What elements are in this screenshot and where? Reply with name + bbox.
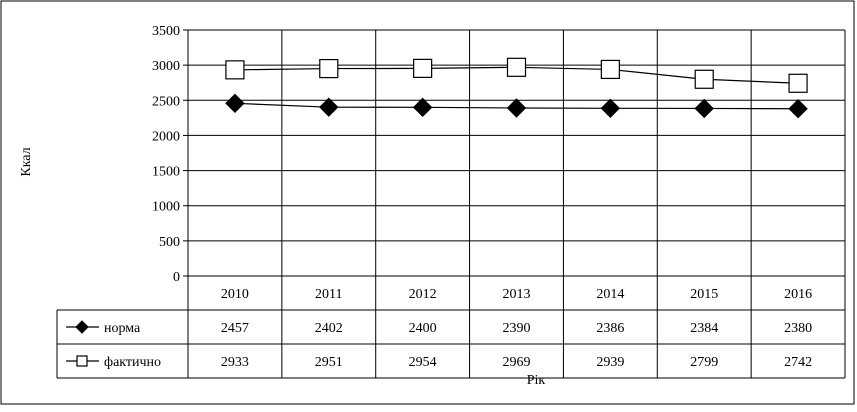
series-2-point	[319, 58, 339, 79]
series-2-point	[600, 59, 620, 80]
series-2-legend-marker	[76, 355, 88, 367]
series-1-table-value: 2384	[690, 321, 718, 336]
series-1-table-value: 2380	[784, 321, 812, 336]
series-1-point	[694, 98, 714, 119]
y-axis-title: Ккал	[19, 147, 34, 176]
series-1-point	[788, 99, 808, 119]
y-tick-label: 2500	[152, 94, 180, 109]
series-2-table-value: 2742	[784, 355, 812, 370]
x-tick-label: 2013	[503, 287, 531, 302]
series-2-point	[413, 58, 433, 78]
x-tick-label: 2010	[221, 287, 249, 302]
x-tick-label: 2015	[690, 287, 718, 302]
series-1-point	[600, 98, 621, 119]
series-2-legend-label: фактично	[104, 355, 161, 370]
series-1-point	[319, 97, 339, 117]
series-2-point	[788, 73, 808, 93]
series-1-table-value: 2386	[596, 321, 624, 336]
x-axis-title: Рік	[527, 373, 546, 388]
series-2-table-value: 2939	[596, 355, 624, 370]
y-tick-label: 0	[173, 270, 180, 285]
series-2-table-value: 2951	[315, 355, 343, 370]
x-tick-label: 2014	[596, 287, 624, 302]
series-2-point	[506, 57, 527, 77]
series-1-table-value: 2457	[221, 321, 249, 336]
series-1-legend-marker	[75, 320, 89, 334]
series-1-legend-label: норма	[104, 321, 141, 336]
marker-layer	[225, 57, 808, 119]
y-tick-label: 500	[159, 235, 180, 250]
series-2-table-value: 2933	[221, 355, 249, 370]
series-2-table-value: 2954	[409, 355, 437, 370]
y-tick-label: 3000	[152, 59, 180, 74]
series-2-point	[694, 69, 714, 89]
series-2-point	[225, 60, 245, 80]
y-tick-label: 3500	[152, 24, 180, 39]
series-2-table-value: 2969	[503, 355, 531, 370]
series-1-table-value: 2400	[409, 321, 437, 336]
data-table: 2010 2011 2012 2013 2014 2015 2016 норма 2457 240…	[56, 287, 845, 379]
y-tick-label: 1000	[152, 200, 180, 215]
x-tick-label: 2016	[784, 287, 812, 302]
x-tick-label: 2012	[409, 287, 437, 302]
series-1-point	[506, 98, 527, 118]
series-1-table-value: 2390	[503, 321, 531, 336]
x-tick-label: 2011	[315, 287, 342, 302]
y-tick-label: 1500	[152, 165, 180, 180]
series-1-point	[412, 97, 433, 118]
series-1-table-value: 2402	[315, 321, 343, 336]
y-tick-label: 2000	[152, 129, 180, 144]
series-2-table-value: 2799	[690, 355, 718, 370]
series-1-point	[225, 93, 245, 114]
